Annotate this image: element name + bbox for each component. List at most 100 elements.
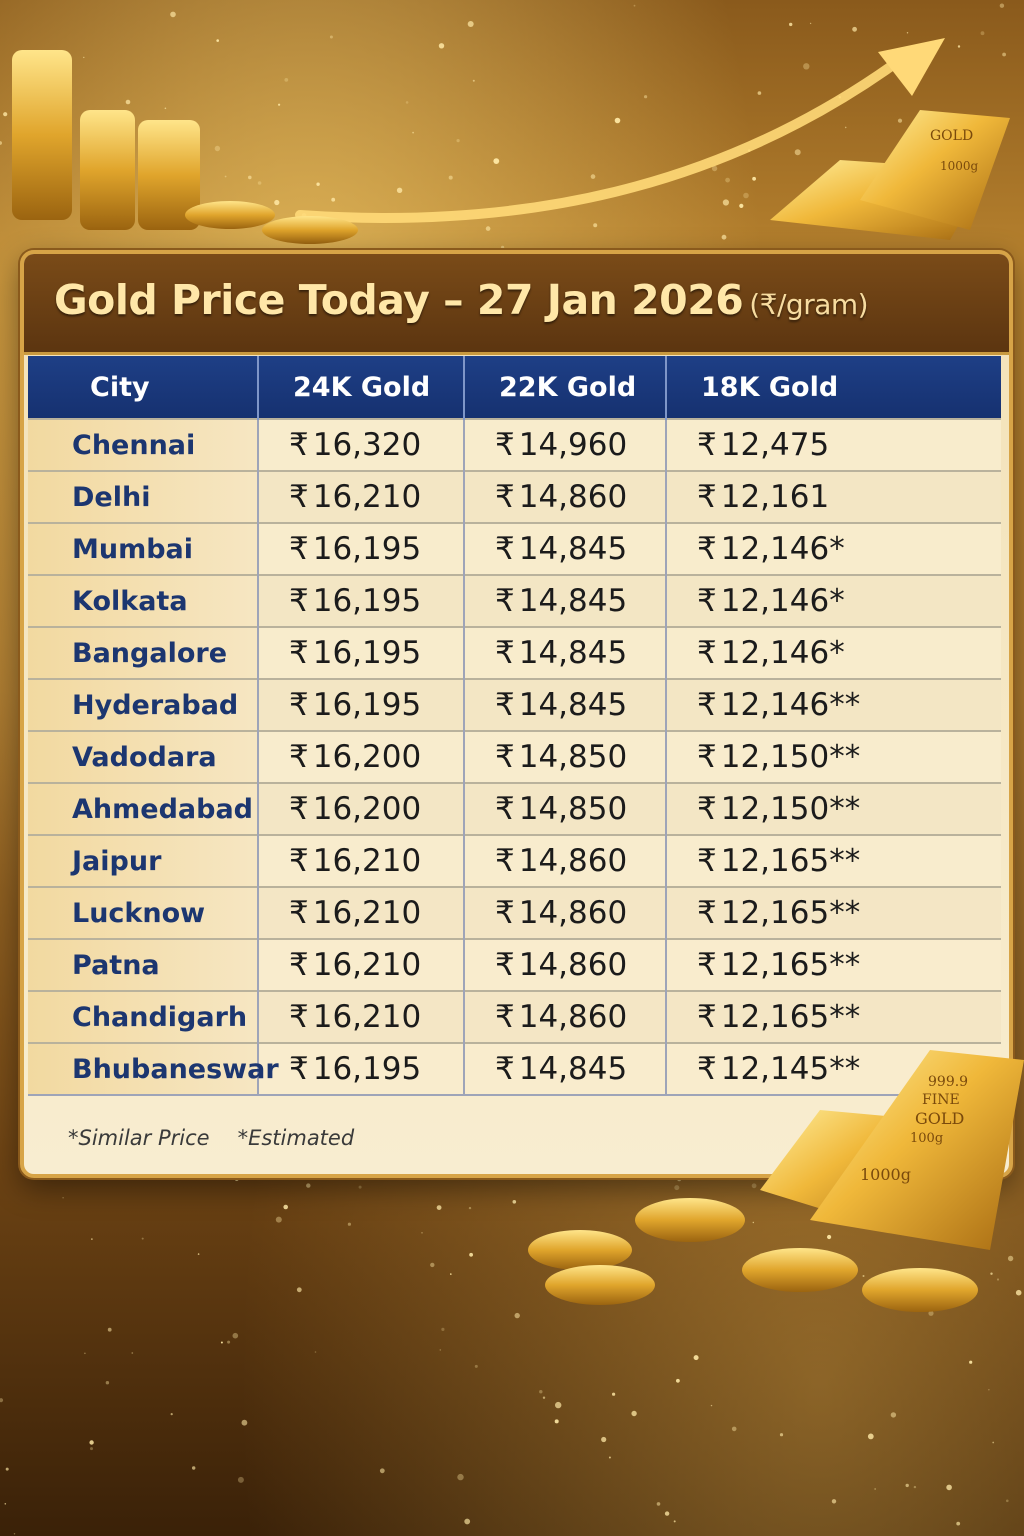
price-value: 16,195 [312, 687, 422, 723]
price-value: 16,210 [312, 895, 422, 931]
table-row: Patna ₹16,210 ₹14,860 ₹12,165** [28, 938, 1001, 991]
cell-price-k18: ₹12,161 [665, 470, 1001, 523]
price-value: 14,845 [518, 687, 628, 723]
table-row: Delhi ₹16,210 ₹14,860 ₹12,161 [28, 470, 1001, 523]
rupee-icon: ₹ [495, 479, 515, 515]
cell-price-k18: ₹12,165** [665, 834, 1001, 887]
rupee-icon: ₹ [289, 895, 309, 931]
rupee-icon: ₹ [495, 843, 515, 879]
price-value: 12,146** [720, 687, 861, 723]
rupee-icon: ₹ [289, 947, 309, 983]
cell-price-k24: ₹16,195 [257, 574, 464, 627]
rupee-icon: ₹ [495, 583, 515, 619]
table-row: Chennai ₹16,320 ₹14,960 ₹12,475 [28, 418, 1001, 471]
footnote-similar: *Similar Price [68, 1126, 210, 1150]
table-row: Chandigarh ₹16,210 ₹14,860 ₹12,165** [28, 990, 1001, 1043]
cell-price-k22: ₹14,860 [463, 990, 666, 1043]
rupee-icon: ₹ [289, 635, 309, 671]
table-header-row: City 24K Gold 22K Gold 18K Gold [28, 356, 1001, 419]
cell-price-k22: ₹14,845 [463, 522, 666, 575]
price-value: 16,195 [312, 531, 422, 567]
cell-price-k18: ₹12,146* [665, 626, 1001, 679]
cell-price-k18: ₹12,165** [665, 886, 1001, 939]
cell-price-k24: ₹16,200 [257, 730, 464, 783]
price-value: 14,860 [518, 999, 628, 1035]
cell-price-k22: ₹14,850 [463, 782, 666, 835]
rupee-icon: ₹ [495, 687, 515, 723]
price-value: 14,960 [518, 427, 628, 463]
footnote-estimated: *Estimated [237, 1126, 355, 1150]
rupee-icon: ₹ [697, 531, 717, 567]
svg-text:1000g: 1000g [860, 1165, 911, 1184]
cell-city: Chennai [28, 418, 258, 471]
header-24k: 24K Gold [257, 356, 464, 419]
svg-text:1000g: 1000g [940, 159, 979, 173]
rupee-icon: ₹ [697, 635, 717, 671]
table-row: Vadodara ₹16,200 ₹14,850 ₹12,150** [28, 730, 1001, 783]
cell-city: Hyderabad [28, 678, 258, 731]
cell-price-k24: ₹16,210 [257, 990, 464, 1043]
price-value: 16,210 [312, 479, 422, 515]
rupee-icon: ₹ [697, 1051, 717, 1087]
rupee-icon: ₹ [495, 947, 515, 983]
cell-price-k22: ₹14,960 [463, 418, 666, 471]
header-18k-label: 18K Gold [701, 371, 839, 403]
rupee-icon: ₹ [289, 687, 309, 723]
rupee-icon: ₹ [289, 479, 309, 515]
rupee-icon: ₹ [697, 791, 717, 827]
cell-price-k22: ₹14,860 [463, 470, 666, 523]
header-18k: 18K Gold [665, 356, 1001, 419]
cell-city: Jaipur [28, 834, 258, 887]
header-city-label: City [90, 371, 150, 403]
table-row: Jaipur ₹16,210 ₹14,860 ₹12,165** [28, 834, 1001, 887]
cell-price-k22: ₹14,860 [463, 834, 666, 887]
price-value: 16,195 [312, 583, 422, 619]
rupee-icon: ₹ [289, 999, 309, 1035]
rupee-icon: ₹ [289, 791, 309, 827]
rupee-icon: ₹ [697, 739, 717, 775]
rupee-icon: ₹ [697, 895, 717, 931]
price-value: 16,210 [312, 843, 422, 879]
price-value: 16,320 [312, 427, 422, 463]
rupee-icon: ₹ [289, 531, 309, 567]
trend-arrow-icon [295, 55, 905, 223]
price-value: 12,165** [720, 843, 861, 879]
price-value: 14,845 [518, 583, 628, 619]
cell-price-k18: ₹12,150** [665, 782, 1001, 835]
price-value: 16,200 [312, 791, 422, 827]
price-panel: Gold Price Today – 27 Jan 2026 (₹/gram) C… [20, 250, 1013, 1178]
table-row: Lucknow ₹16,210 ₹14,860 ₹12,165** [28, 886, 1001, 939]
cell-price-k22: ₹14,850 [463, 730, 666, 783]
cell-city: Chandigarh [28, 990, 258, 1043]
header-city: City [28, 356, 258, 419]
rupee-icon: ₹ [495, 791, 515, 827]
rupee-icon: ₹ [697, 999, 717, 1035]
cell-price-k24: ₹16,195 [257, 626, 464, 679]
price-value: 14,845 [518, 1051, 628, 1087]
cell-city: Bangalore [28, 626, 258, 679]
cell-city: Mumbai [28, 522, 258, 575]
coin-stack-icon [12, 50, 358, 244]
rupee-icon: ₹ [495, 427, 515, 463]
cell-price-k22: ₹14,845 [463, 1042, 666, 1096]
price-value: 12,146* [720, 531, 845, 567]
cell-price-k24: ₹16,210 [257, 834, 464, 887]
rupee-icon: ₹ [289, 583, 309, 619]
rupee-icon: ₹ [495, 739, 515, 775]
price-value: 14,860 [518, 843, 628, 879]
rupee-icon: ₹ [495, 531, 515, 567]
rupee-icon: ₹ [495, 895, 515, 931]
cell-price-k24: ₹16,320 [257, 418, 464, 471]
price-value: 16,210 [312, 999, 422, 1035]
price-value: 12,165** [720, 947, 861, 983]
price-value: 12,475 [720, 427, 830, 463]
cell-city: Lucknow [28, 886, 258, 939]
price-value: 14,845 [518, 635, 628, 671]
svg-text:100g: 100g [910, 1131, 943, 1146]
cell-price-k18: ₹12,146** [665, 678, 1001, 731]
table-row: Mumbai ₹16,195 ₹14,845 ₹12,146* [28, 522, 1001, 575]
cell-price-k22: ₹14,860 [463, 938, 666, 991]
cell-price-k22: ₹14,845 [463, 574, 666, 627]
rupee-icon: ₹ [289, 1051, 309, 1087]
price-value: 12,150** [720, 739, 861, 775]
